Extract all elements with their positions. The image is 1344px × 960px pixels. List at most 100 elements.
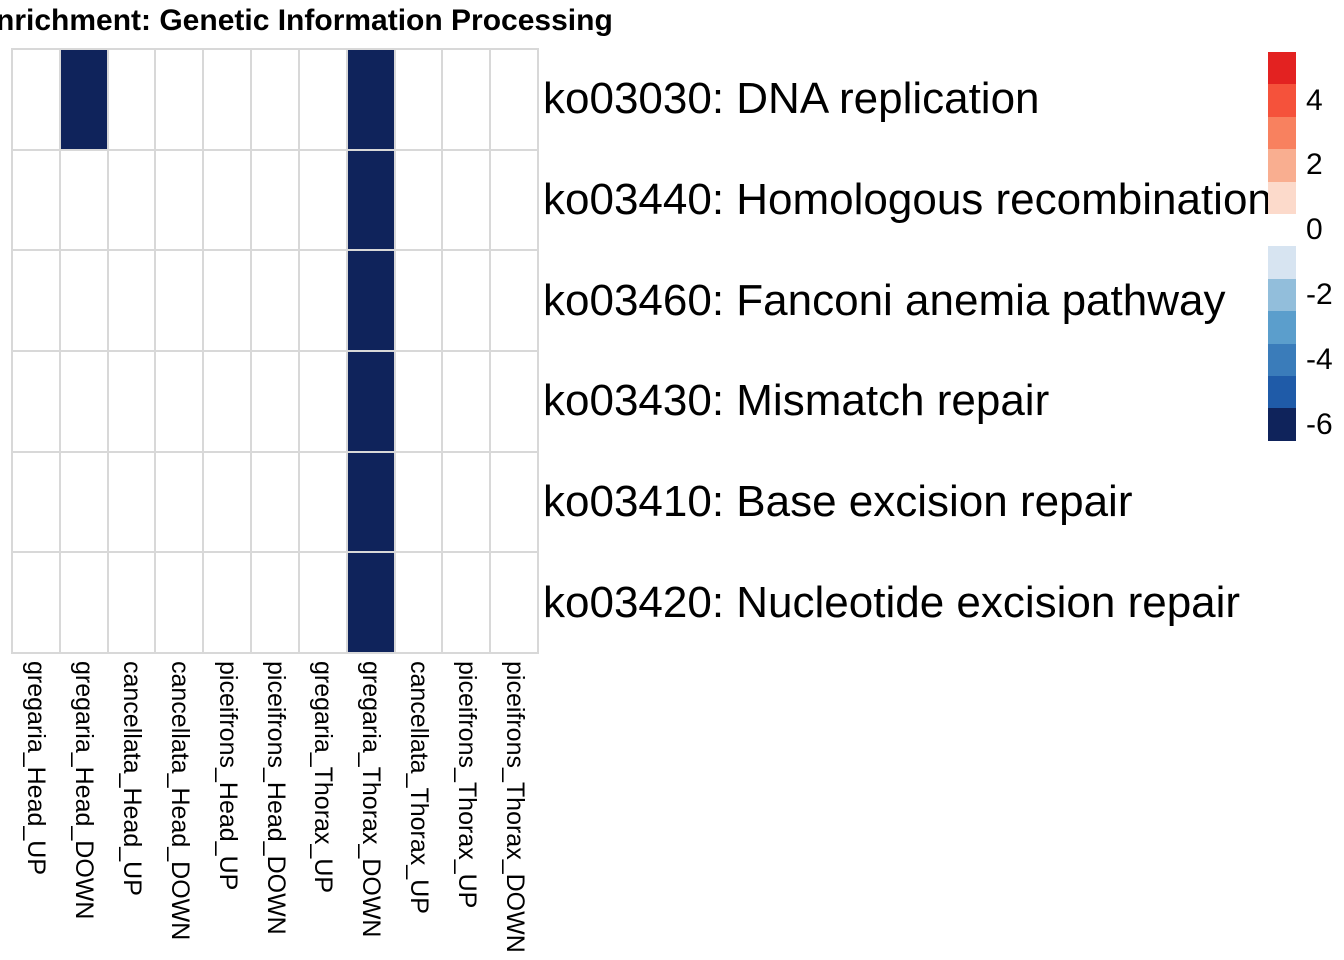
- heatmap-cell: [299, 553, 346, 652]
- heatmap-cell: [252, 50, 298, 149]
- colorbar-segment: [1268, 343, 1296, 377]
- heatmap-cell: [395, 452, 442, 552]
- heatmap-cell: [252, 553, 298, 652]
- heatmap-cell: [13, 50, 59, 149]
- colorbar-tick-label: -6: [1306, 407, 1333, 441]
- heatmap-cell: [299, 50, 346, 149]
- x-axis-label: gregaria_Thorax_DOWN: [357, 661, 386, 938]
- chart-title: nrichment: Genetic Information Processin…: [0, 4, 613, 37]
- heatmap-cell: [156, 150, 203, 250]
- x-axis-label: piceifrons_Thorax_DOWN: [500, 661, 529, 953]
- heatmap-cell: [347, 351, 394, 451]
- heatmap-cell: [60, 50, 107, 149]
- heatmap-cell: [491, 150, 537, 250]
- colorbar-segment: [1268, 408, 1296, 441]
- heatmap-cell: [443, 351, 490, 451]
- x-axis-label: gregaria_Head_DOWN: [70, 661, 99, 920]
- y-axis-label: ko03030: DNA replication: [543, 74, 1040, 124]
- heatmap-cell: [60, 150, 107, 250]
- heatmap-cell: [347, 452, 394, 552]
- x-axis-label: piceifrons_Head_DOWN: [261, 661, 290, 935]
- heatmap-cell: [347, 251, 394, 350]
- x-axis-label: piceifrons_Thorax_UP: [452, 661, 481, 909]
- heatmap-cell: [443, 452, 490, 552]
- heatmap-cell: [204, 50, 251, 149]
- heatmap-cell: [204, 452, 251, 552]
- colorbar-tick-label: -2: [1306, 278, 1333, 312]
- x-axis-label: piceifrons_Head_UP: [213, 661, 242, 891]
- heatmap-cell: [252, 251, 298, 350]
- heatmap-cell: [13, 251, 59, 350]
- heatmap-cell: [13, 452, 59, 552]
- heatmap-cell: [347, 150, 394, 250]
- heatmap-cell: [156, 553, 203, 652]
- heatmap-cell: [156, 50, 203, 149]
- y-axis-label: ko03420: Nucleotide excision repair: [543, 577, 1241, 627]
- heatmap-cell: [108, 251, 155, 350]
- heatmap-cell: [13, 553, 59, 652]
- y-axis-label: ko03460: Fanconi anemia pathway: [543, 275, 1226, 325]
- heatmap-cell: [299, 251, 346, 350]
- heatmap-cell: [491, 251, 537, 350]
- heatmap-cell: [156, 251, 203, 350]
- heatmap-cell: [299, 351, 346, 451]
- colorbar: [1268, 52, 1296, 441]
- heatmap-cell: [204, 150, 251, 250]
- x-axis-label: cancellata_Head_UP: [118, 661, 147, 896]
- heatmap-cell: [443, 553, 490, 652]
- colorbar-segment: [1268, 246, 1296, 279]
- heatmap-cell: [156, 452, 203, 552]
- colorbar-tick-label: -4: [1306, 342, 1333, 376]
- heatmap-cell: [108, 553, 155, 652]
- heatmap-cell: [395, 553, 442, 652]
- heatmap-cell: [395, 150, 442, 250]
- heatmap-cell: [60, 251, 107, 350]
- x-axis-label: cancellata_Head_DOWN: [165, 661, 194, 941]
- heatmap-cell: [60, 452, 107, 552]
- heatmap-cell: [60, 351, 107, 451]
- heatmap-cell: [60, 553, 107, 652]
- heatmap-cell: [13, 150, 59, 250]
- heatmap-grid: [11, 48, 539, 654]
- colorbar-segment: [1268, 116, 1296, 150]
- colorbar-tick-label: 0: [1306, 213, 1323, 247]
- heatmap-cell: [299, 452, 346, 552]
- heatmap-cell: [443, 251, 490, 350]
- heatmap-cell: [13, 351, 59, 451]
- x-axis-label: gregaria_Head_UP: [22, 661, 51, 876]
- colorbar-segment: [1268, 376, 1296, 409]
- heatmap-cell: [395, 50, 442, 149]
- heatmap-cell: [443, 50, 490, 149]
- colorbar-segment: [1268, 84, 1296, 117]
- colorbar-segment: [1268, 181, 1296, 215]
- heatmap-cell: [252, 452, 298, 552]
- heatmap-cell: [108, 351, 155, 451]
- heatmap-cell: [395, 251, 442, 350]
- heatmap-cell: [395, 351, 442, 451]
- heatmap-cell: [491, 553, 537, 652]
- heatmap-cell: [204, 251, 251, 350]
- heatmap-cell: [204, 351, 251, 451]
- colorbar-segment: [1268, 52, 1296, 85]
- heatmap-cell: [347, 553, 394, 652]
- heatmap-cell: [108, 50, 155, 149]
- colorbar-tick-label: 4: [1306, 83, 1323, 117]
- colorbar-segment: [1268, 214, 1296, 247]
- y-axis-label: ko03410: Base excision repair: [543, 477, 1133, 526]
- heatmap-cell: [156, 351, 203, 451]
- colorbar-tick-label: 2: [1306, 148, 1323, 182]
- heatmap-cell: [491, 50, 537, 149]
- heatmap-cell: [108, 150, 155, 250]
- heatmap-cell: [299, 150, 346, 250]
- heatmap-cell: [491, 452, 537, 552]
- y-axis-label: ko03440: Homologous recombination: [543, 175, 1272, 224]
- colorbar-segment: [1268, 149, 1296, 182]
- colorbar-segment: [1268, 278, 1296, 312]
- heatmap-cell: [491, 351, 537, 451]
- y-axis-label: ko03430: Mismatch repair: [543, 376, 1050, 426]
- x-axis-label: gregaria_Thorax_UP: [309, 661, 338, 894]
- colorbar-segment: [1268, 311, 1296, 344]
- heatmap-cell: [204, 553, 251, 652]
- heatmap-cell: [443, 150, 490, 250]
